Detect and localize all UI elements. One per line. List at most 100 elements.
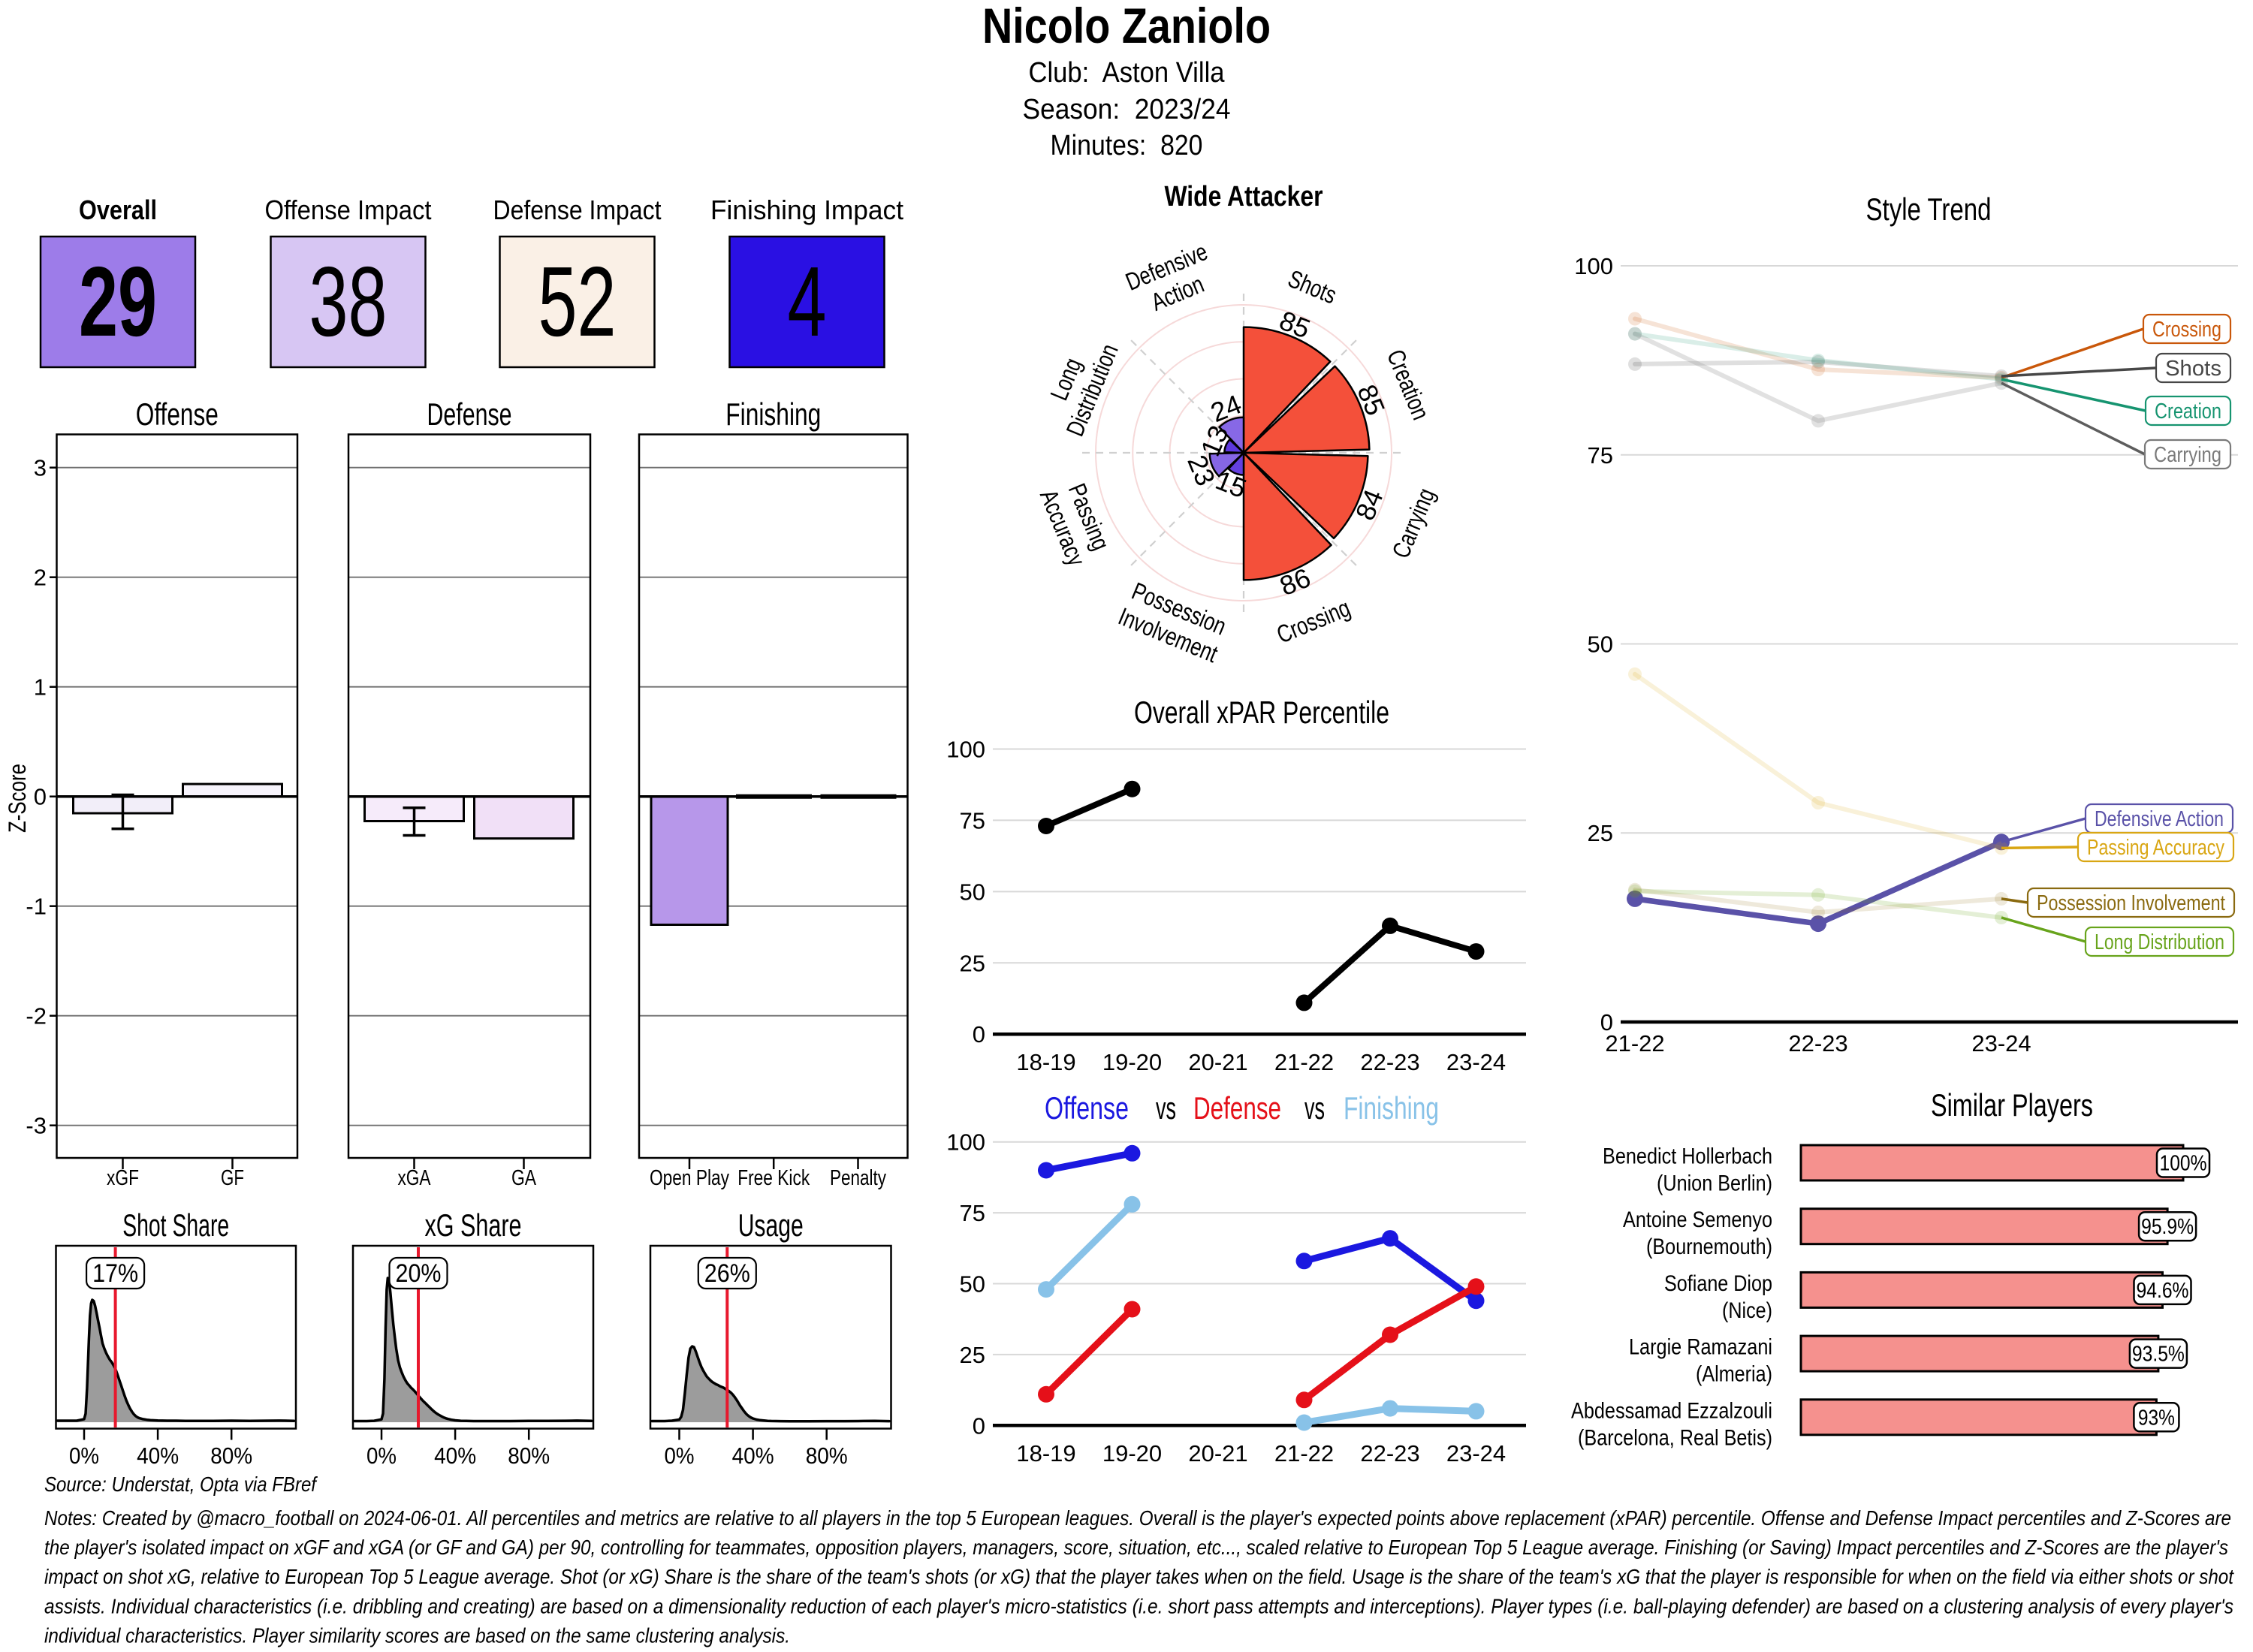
svg-text:GF: GF bbox=[221, 1166, 244, 1190]
svg-text:0: 0 bbox=[973, 1412, 985, 1439]
svg-text:80%: 80% bbox=[210, 1442, 252, 1469]
svg-text:20-21: 20-21 bbox=[1188, 1049, 1247, 1075]
svg-text:18-19: 18-19 bbox=[1016, 1049, 1075, 1075]
svg-text:Carrying: Carrying bbox=[2154, 443, 2221, 467]
svg-text:23-24: 23-24 bbox=[1446, 1440, 1506, 1467]
svg-text:Usage: Usage bbox=[738, 1207, 804, 1243]
svg-text:Season: 2023/24: Season: 2023/24 bbox=[1023, 94, 1231, 125]
svg-text:18-19: 18-19 bbox=[1016, 1440, 1075, 1467]
svg-text:Finishing: Finishing bbox=[1344, 1090, 1439, 1126]
svg-text:Sofiane Diop: Sofiane Diop bbox=[1664, 1271, 1772, 1296]
svg-text:20-21: 20-21 bbox=[1188, 1440, 1247, 1467]
svg-text:Overall xPAR Percentile: Overall xPAR Percentile bbox=[1134, 695, 1389, 730]
svg-text:xGA: xGA bbox=[398, 1166, 432, 1190]
svg-text:Finishing: Finishing bbox=[725, 396, 821, 432]
svg-text:Overall: Overall bbox=[79, 194, 157, 225]
svg-text:2: 2 bbox=[34, 565, 47, 591]
svg-text:0: 0 bbox=[1600, 1009, 1613, 1036]
svg-text:50: 50 bbox=[960, 1271, 985, 1298]
svg-text:0%: 0% bbox=[665, 1442, 695, 1469]
svg-text:50: 50 bbox=[1588, 632, 1613, 658]
svg-text:100%: 100% bbox=[2160, 1152, 2207, 1176]
svg-text:Passing Accuracy: Passing Accuracy bbox=[2087, 836, 2224, 860]
svg-text:Largie Ramazani: Largie Ramazani bbox=[1629, 1335, 1772, 1360]
svg-text:80%: 80% bbox=[806, 1442, 848, 1469]
svg-text:50: 50 bbox=[960, 879, 985, 905]
svg-text:Minutes: 820: Minutes: 820 bbox=[1051, 130, 1203, 161]
svg-text:100: 100 bbox=[1574, 253, 1613, 279]
svg-text:Abdessamad Ezzalzouli: Abdessamad Ezzalzouli bbox=[1571, 1398, 1772, 1423]
svg-text:75: 75 bbox=[1588, 442, 1613, 469]
svg-text:Free Kick: Free Kick bbox=[737, 1166, 810, 1190]
svg-text:22-23: 22-23 bbox=[1360, 1049, 1419, 1075]
svg-text:xGF: xGF bbox=[107, 1166, 139, 1190]
svg-text:75: 75 bbox=[960, 807, 985, 834]
svg-text:(Nice): (Nice) bbox=[1722, 1298, 1772, 1323]
svg-text:23-24: 23-24 bbox=[1446, 1049, 1506, 1075]
svg-text:Defense Impact: Defense Impact bbox=[493, 194, 662, 225]
svg-text:0%: 0% bbox=[69, 1442, 99, 1469]
svg-text:25: 25 bbox=[1588, 820, 1613, 846]
svg-text:52: 52 bbox=[538, 246, 617, 357]
svg-text:1: 1 bbox=[34, 674, 47, 701]
svg-text:Creation: Creation bbox=[2155, 399, 2221, 424]
svg-text:38: 38 bbox=[309, 246, 388, 357]
svg-text:Defensive Action: Defensive Action bbox=[2095, 807, 2224, 831]
svg-text:4: 4 bbox=[788, 246, 827, 357]
svg-text:75: 75 bbox=[960, 1200, 985, 1226]
svg-text:individual characteristics. Pl: individual characteristics. Player simil… bbox=[44, 1623, 790, 1647]
svg-text:Possession Involvement: Possession Involvement bbox=[2037, 891, 2225, 915]
svg-text:21-22: 21-22 bbox=[1605, 1030, 1664, 1057]
svg-text:Shots: Shots bbox=[2165, 357, 2221, 381]
svg-text:Z-Score: Z-Score bbox=[4, 764, 31, 833]
svg-text:Nicolo Zaniolo: Nicolo Zaniolo bbox=[982, 0, 1271, 53]
svg-text:29: 29 bbox=[79, 246, 157, 357]
svg-text:80%: 80% bbox=[508, 1442, 550, 1469]
svg-text:vs: vs bbox=[1156, 1090, 1176, 1126]
svg-text:Shot Share: Shot Share bbox=[122, 1207, 229, 1243]
svg-text:3: 3 bbox=[34, 455, 47, 481]
svg-text:19-20: 19-20 bbox=[1102, 1440, 1162, 1467]
svg-text:17%: 17% bbox=[92, 1259, 138, 1288]
svg-text:19-20: 19-20 bbox=[1102, 1049, 1162, 1075]
svg-text:Club: Aston Villa: Club: Aston Villa bbox=[1029, 57, 1226, 89]
svg-text:0%: 0% bbox=[366, 1442, 397, 1469]
svg-text:Long Distribution: Long Distribution bbox=[2095, 930, 2224, 954]
svg-text:Offense Impact: Offense Impact bbox=[265, 194, 432, 225]
svg-text:Style Trend: Style Trend bbox=[1866, 191, 1992, 227]
svg-text:(Almeria): (Almeria) bbox=[1696, 1362, 1772, 1387]
svg-text:Crossing: Crossing bbox=[2152, 318, 2221, 342]
svg-text:Notes: Created by @macro_footb: Notes: Created by @macro_football on 202… bbox=[44, 1506, 2231, 1530]
svg-text:Wide Attacker: Wide Attacker bbox=[1165, 181, 1323, 213]
svg-text:93.5%: 93.5% bbox=[2132, 1343, 2185, 1367]
svg-text:the player's isolated impact o: the player's isolated impact on xGF and … bbox=[44, 1536, 2228, 1559]
svg-text:40%: 40% bbox=[434, 1442, 476, 1469]
svg-text:impact on shot xG, relative to: impact on shot xG, relative to European … bbox=[44, 1565, 2234, 1588]
svg-text:-1: -1 bbox=[26, 894, 47, 920]
svg-text:0: 0 bbox=[34, 784, 47, 810]
svg-text:0: 0 bbox=[973, 1021, 985, 1048]
svg-text:25: 25 bbox=[960, 950, 985, 976]
svg-text:-3: -3 bbox=[26, 1113, 47, 1139]
svg-text:Defense: Defense bbox=[1193, 1090, 1281, 1126]
svg-text:assists. Individual characteri: assists. Individual characteristics (i.e… bbox=[44, 1594, 2233, 1617]
svg-text:22-23: 22-23 bbox=[1360, 1440, 1419, 1467]
svg-text:Open Play: Open Play bbox=[650, 1166, 729, 1190]
svg-text:25: 25 bbox=[960, 1342, 985, 1368]
svg-text:Defense: Defense bbox=[427, 396, 512, 432]
svg-text:22-23: 22-23 bbox=[1788, 1030, 1847, 1057]
svg-text:21-22: 21-22 bbox=[1274, 1049, 1334, 1075]
svg-text:94.6%: 94.6% bbox=[2137, 1279, 2189, 1303]
svg-text:20%: 20% bbox=[396, 1259, 442, 1288]
svg-text:(Bournemouth): (Bournemouth) bbox=[1646, 1234, 1772, 1259]
svg-text:Benedict Hollerbach: Benedict Hollerbach bbox=[1603, 1144, 1772, 1169]
svg-text:Offense: Offense bbox=[1045, 1090, 1129, 1126]
svg-text:Source: Understat, Opta via FB: Source: Understat, Opta via FBref bbox=[44, 1473, 318, 1496]
svg-text:40%: 40% bbox=[732, 1442, 774, 1469]
svg-text:21-22: 21-22 bbox=[1274, 1440, 1334, 1467]
svg-text:-2: -2 bbox=[26, 1003, 47, 1029]
svg-text:Finishing Impact: Finishing Impact bbox=[710, 194, 903, 225]
svg-text:26%: 26% bbox=[704, 1259, 750, 1288]
svg-text:23-24: 23-24 bbox=[1971, 1030, 2031, 1057]
svg-text:40%: 40% bbox=[137, 1442, 179, 1469]
